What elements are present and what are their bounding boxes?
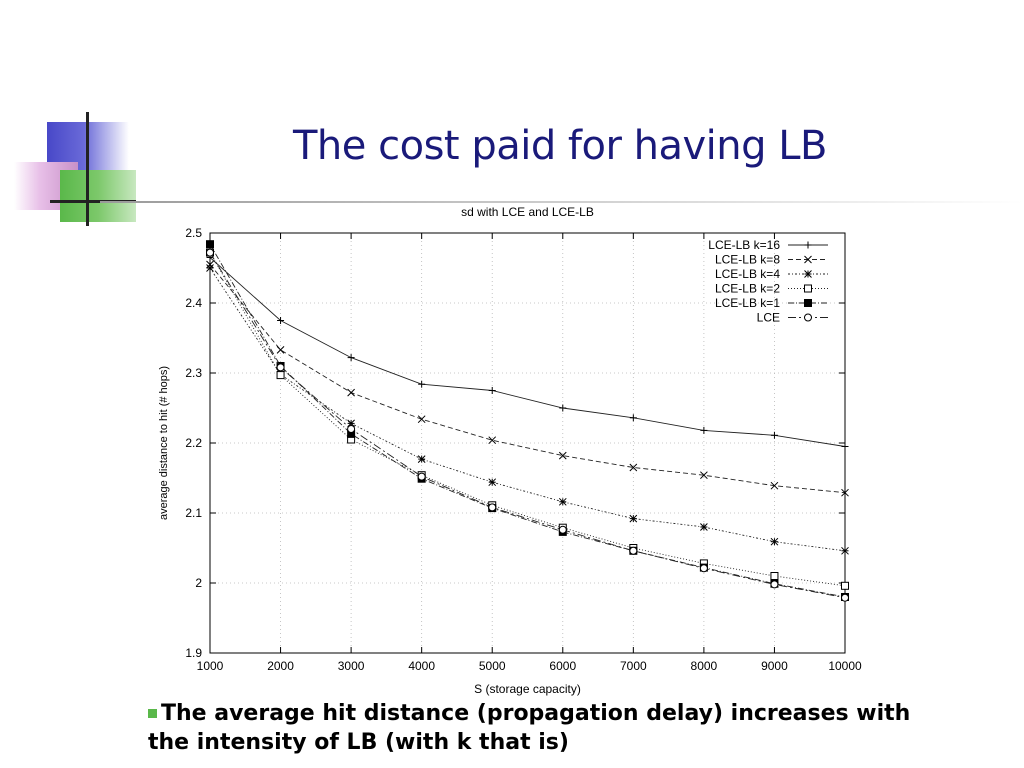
bullet-marker-icon bbox=[148, 709, 157, 718]
series-3-point bbox=[347, 419, 355, 428]
series-1-point bbox=[770, 431, 778, 439]
x-tick-label: 2000 bbox=[267, 659, 294, 673]
x-tick-label: 8000 bbox=[691, 659, 718, 673]
chart-title: sd with LCE and LCE-LB bbox=[461, 205, 594, 219]
decorative-horizontal-line bbox=[50, 200, 136, 203]
series-line-5 bbox=[209, 243, 846, 598]
series-6-point bbox=[770, 580, 779, 589]
series-1-point bbox=[559, 404, 567, 412]
series-6-point bbox=[629, 546, 638, 555]
series-3-point bbox=[700, 523, 708, 531]
series-1-point bbox=[347, 354, 355, 362]
decorative-vertical-line bbox=[86, 112, 89, 226]
series-2-point bbox=[841, 488, 849, 497]
legend-label: LCE-LB k=1 bbox=[715, 296, 780, 310]
series-6-point bbox=[558, 525, 567, 534]
series-2-point bbox=[700, 471, 708, 480]
x-tick-label: 3000 bbox=[338, 659, 365, 673]
series-3-point bbox=[206, 264, 214, 272]
series-2-point bbox=[347, 388, 355, 397]
series-2-point bbox=[276, 346, 285, 354]
y-tick-label: 2.4 bbox=[185, 296, 202, 310]
series-1-point bbox=[841, 443, 849, 450]
legend-marker bbox=[804, 313, 812, 322]
series-line-2 bbox=[209, 264, 846, 494]
series-5-point bbox=[206, 240, 214, 249]
series-2-point bbox=[488, 436, 497, 445]
bullet-text: The average hit distance (propagation de… bbox=[148, 701, 911, 755]
x-tick-label: 9000 bbox=[761, 659, 788, 673]
bullet-point: The average hit distance (propagation de… bbox=[148, 699, 948, 757]
x-tick-label: 5000 bbox=[479, 659, 506, 673]
series-3-point bbox=[841, 546, 849, 555]
y-tick-label: 2.3 bbox=[185, 366, 202, 380]
x-tick-label: 6000 bbox=[549, 659, 576, 673]
series-6-point bbox=[841, 593, 849, 602]
series-2-point bbox=[417, 415, 426, 424]
legend-label: LCE-LB k=8 bbox=[715, 253, 780, 267]
series-6-point bbox=[488, 503, 497, 512]
series-3-point bbox=[488, 478, 497, 487]
series-line-1 bbox=[209, 257, 846, 447]
x-tick-label: 1000 bbox=[197, 659, 224, 673]
series-6-point bbox=[417, 472, 426, 481]
x-tick-label: 10000 bbox=[828, 659, 862, 673]
series-line-4 bbox=[209, 252, 846, 587]
series-1-point bbox=[700, 426, 708, 434]
series-6-point bbox=[347, 425, 356, 433]
series-line-6 bbox=[209, 252, 846, 599]
series-line-3 bbox=[209, 267, 846, 552]
series-2-point bbox=[629, 463, 638, 472]
series-6-point bbox=[206, 248, 214, 257]
y-tick-label: 2.2 bbox=[185, 436, 202, 450]
series-4-point bbox=[841, 581, 849, 590]
legend-label: LCE-LB k=4 bbox=[715, 267, 780, 281]
legend-label: LCE-LB k=2 bbox=[715, 282, 780, 296]
x-tick-label: 7000 bbox=[620, 659, 647, 673]
series-3-point bbox=[770, 537, 779, 546]
decorative-green-square bbox=[60, 170, 136, 222]
y-tick-label: 2 bbox=[195, 576, 202, 590]
legend-marker bbox=[804, 270, 812, 278]
y-tick-label: 2.1 bbox=[185, 506, 202, 520]
line-chart: 1000 2000 3000 4000 5000 6000 7000 8000 9000 1000… bbox=[150, 203, 880, 699]
legend-label: LCE-LB k=16 bbox=[708, 238, 780, 252]
y-tick-label: 2.5 bbox=[185, 226, 202, 240]
series-6-point bbox=[699, 564, 708, 573]
series-2-point bbox=[770, 481, 779, 490]
legend-label: LCE bbox=[757, 311, 780, 325]
legend-marker bbox=[804, 284, 812, 293]
series-2-point bbox=[558, 451, 567, 460]
legend-marker bbox=[804, 241, 812, 249]
series-4-point bbox=[276, 371, 285, 380]
series-3-point bbox=[558, 497, 567, 506]
series-1-point bbox=[629, 414, 637, 422]
series-6-point bbox=[276, 363, 285, 372]
series-3-point bbox=[417, 455, 426, 463]
y-axis-label: average distance to hit (# hops) bbox=[158, 366, 170, 520]
title-divider bbox=[100, 201, 1024, 203]
series-1-point bbox=[418, 380, 426, 388]
legend-marker bbox=[804, 299, 812, 307]
chart-background bbox=[150, 203, 880, 699]
x-axis-label: S (storage capacity) bbox=[474, 682, 581, 696]
series-3-point bbox=[629, 514, 638, 523]
x-tick-label: 4000 bbox=[408, 659, 435, 673]
series-1-point bbox=[277, 317, 285, 324]
series-4-point bbox=[770, 572, 779, 580]
series-1-point bbox=[488, 387, 496, 394]
slide-title: The cost paid for having LB bbox=[293, 122, 827, 169]
y-tick-label: 1.9 bbox=[185, 646, 202, 660]
legend-marker bbox=[804, 255, 812, 264]
